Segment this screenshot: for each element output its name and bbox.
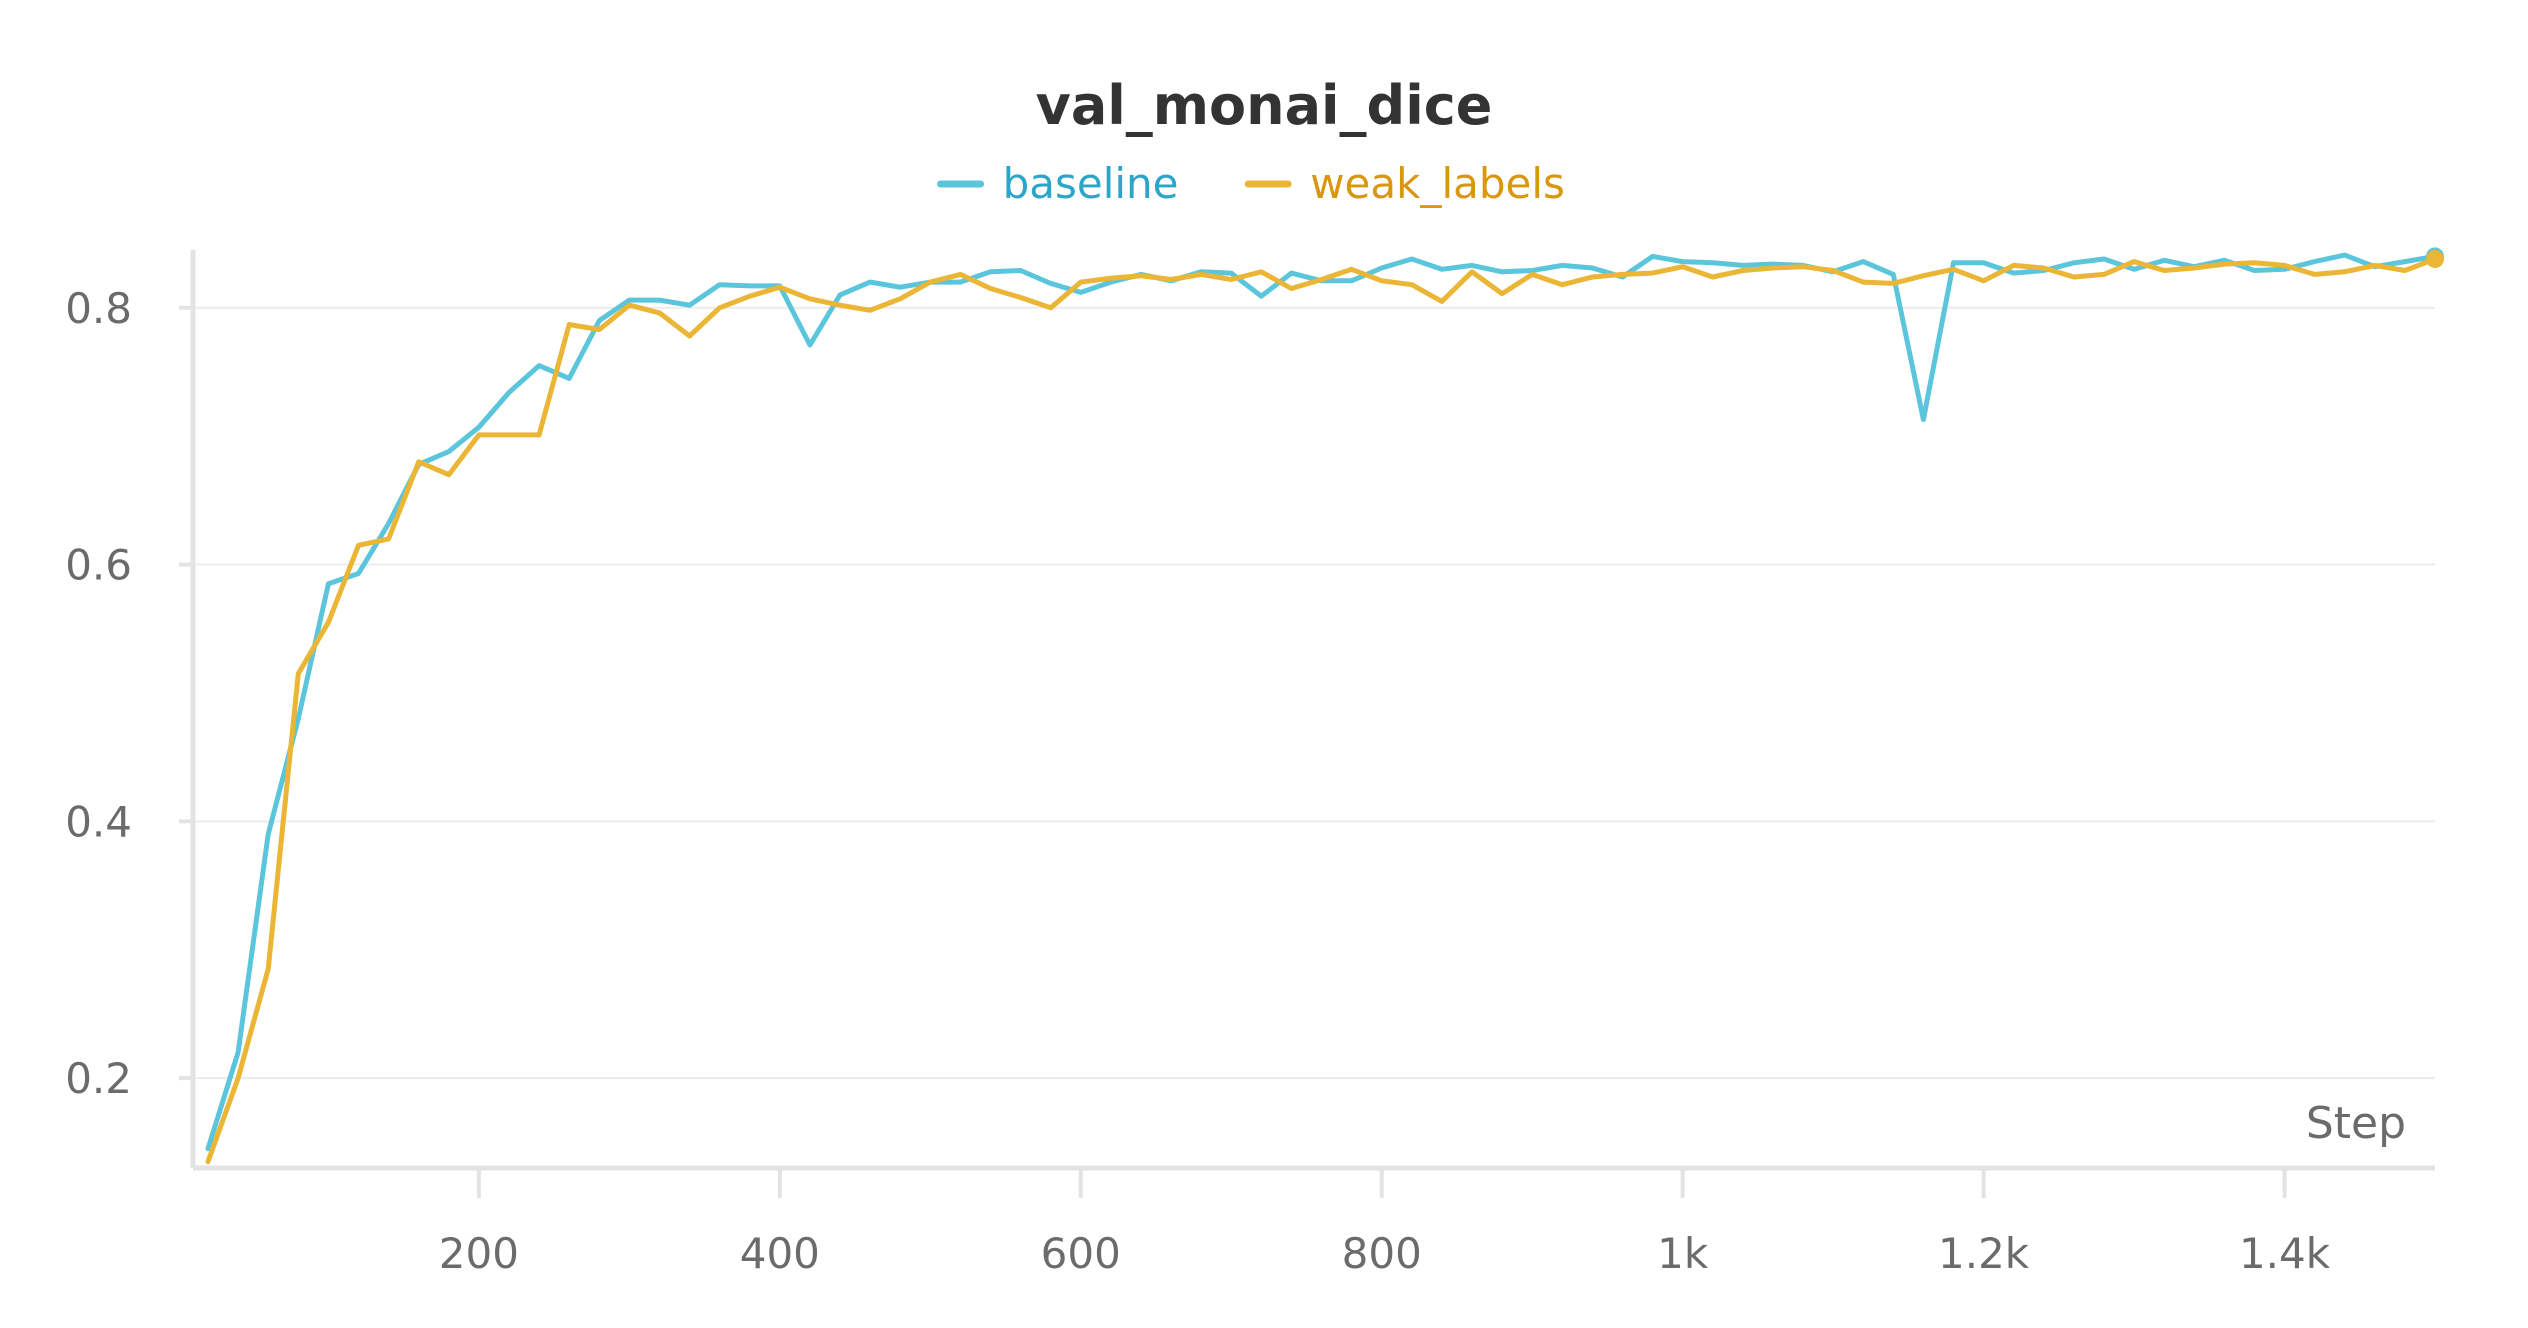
series-end-point-weak-labels <box>2426 249 2444 268</box>
x-tick-label: 200 <box>439 1229 519 1278</box>
y-tick-label: 0.4 <box>65 797 132 846</box>
legend-item-baseline[interactable]: baseline <box>937 159 1179 208</box>
y-tick-label: 0.8 <box>65 284 132 333</box>
legend-item-weak-labels[interactable]: weak_labels <box>1244 159 1565 208</box>
axes <box>190 250 2435 1171</box>
x-tick-label: 1.2k <box>1938 1229 2030 1278</box>
legend[interactable]: baseline weak_labels <box>937 159 1565 208</box>
series-line-weak-labels <box>205 256 2438 1165</box>
chart-title: val_monai_dice <box>1036 74 1493 137</box>
y-tick-label: 0.2 <box>65 1054 132 1103</box>
series <box>205 252 2438 1165</box>
series-line-baseline <box>205 252 2438 1152</box>
legend-label: baseline <box>1003 159 1179 208</box>
x-ticks: 200 400 600 800 1k 1.2k 1.4k <box>439 1168 2331 1278</box>
y-tick-label: 0.6 <box>65 541 132 590</box>
legend-label: weak_labels <box>1310 159 1565 208</box>
y-ticks: 0.2 0.4 0.6 0.8 <box>65 284 193 1103</box>
x-tick-label: 400 <box>740 1229 820 1278</box>
grid <box>193 306 2435 1080</box>
x-tick-label: 1k <box>1657 1229 1709 1278</box>
x-axis-label: Step <box>2306 1098 2406 1149</box>
series-end-markers <box>2426 247 2444 268</box>
x-tick-label: 600 <box>1041 1229 1121 1278</box>
x-tick-label: 1.4k <box>2239 1229 2331 1278</box>
x-tick-label: 800 <box>1342 1229 1422 1278</box>
